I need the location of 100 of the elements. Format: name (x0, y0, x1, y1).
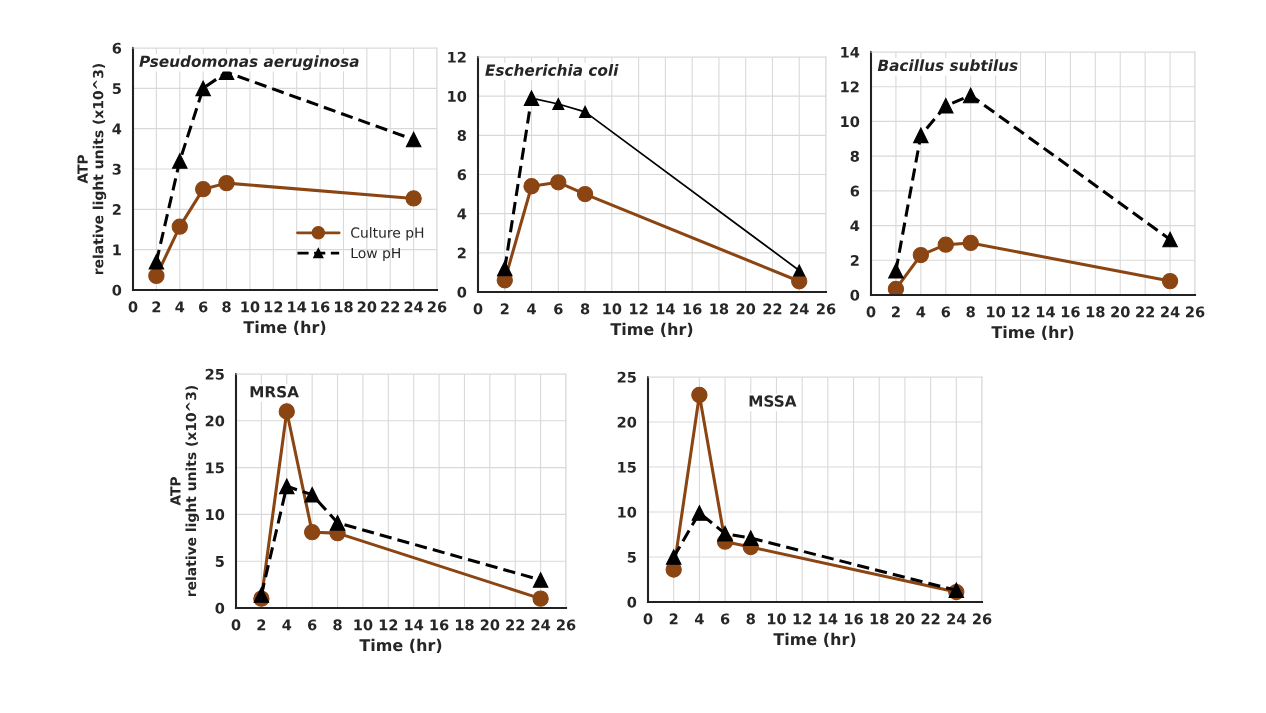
y-tick-label: 10 (448, 90, 467, 102)
y-tick-label: 6 (850, 185, 860, 197)
y-tick-label: 0 (627, 596, 637, 608)
chart-title: Bacillus subtilus (877, 59, 1018, 72)
y-tick-label: 2 (850, 255, 859, 266)
x-tick-label: 10 (241, 301, 260, 313)
x-tick-label: 12 (379, 619, 398, 631)
y-axis-title: ATP relative light units (x10^3) (77, 63, 107, 275)
x-tick-label: 2 (500, 303, 509, 315)
x-tick-label: 2 (257, 619, 266, 631)
x-tick-label: 20 (895, 613, 915, 625)
y-tick-label: 4 (112, 123, 122, 135)
x-tick-label: 18 (710, 303, 729, 315)
y-tick-label: 5 (627, 551, 636, 563)
x-tick-label: 8 (746, 613, 755, 625)
x-axis-title: Time (hr) (243, 320, 326, 336)
x-tick-label: 24 (404, 301, 424, 313)
x-axis-title: Time (hr) (610, 322, 693, 338)
chart-title: Escherichia coli (485, 64, 619, 76)
x-axis-title: Time (hr) (773, 632, 856, 648)
x-tick-label: 20 (357, 301, 377, 313)
x-tick-label: 14 (1036, 306, 1055, 318)
y-tick-label: 25 (205, 368, 224, 380)
x-tick-label: 24 (531, 619, 551, 631)
y-tick-label: 12 (841, 81, 859, 93)
x-tick-label: 0 (231, 619, 241, 631)
x-tick-label: 12 (264, 301, 283, 313)
x-tick-label: 8 (580, 303, 590, 315)
x-tick-label: 10 (354, 619, 373, 631)
y-tick-label: 0 (457, 286, 467, 298)
x-tick-label: 10 (987, 306, 1006, 318)
legend-label: Culture pH (351, 227, 424, 241)
y-tick-label: 10 (841, 116, 860, 128)
x-tick-label: 18 (1086, 306, 1105, 318)
y-axis-title: ATP relative light units (x10^3) (170, 385, 200, 597)
x-tick-label: 4 (175, 301, 185, 313)
y-tick-label: 10 (618, 506, 637, 518)
y-tick-label: 4 (457, 208, 467, 220)
x-tick-label: 8 (333, 619, 342, 631)
x-tick-label: 16 (430, 619, 449, 631)
x-tick-label: 12 (793, 613, 812, 625)
x-tick-label: 0 (643, 613, 653, 625)
x-tick-label: 10 (767, 613, 786, 625)
y-tick-label: 0 (850, 289, 860, 301)
x-tick-label: 24 (947, 613, 966, 625)
y-tick-label: 20 (205, 415, 225, 427)
x-tick-label: 22 (763, 303, 782, 315)
x-tick-label: 22 (1136, 306, 1155, 318)
y-tick-label: 5 (112, 83, 121, 95)
x-tick-label: 8 (966, 306, 975, 318)
x-tick-label: 2 (152, 301, 161, 313)
y-tick-label: 1 (113, 244, 121, 256)
x-axis-title: Time (hr) (359, 638, 442, 654)
x-tick-label: 2 (669, 613, 678, 625)
y-tick-label: 20 (617, 416, 637, 428)
legend-label: Low pH (351, 247, 400, 261)
y-tick-label: 15 (618, 461, 636, 473)
x-tick-label: 18 (334, 301, 353, 313)
x-tick-label: 0 (128, 301, 138, 313)
y-tick-label: 14 (841, 46, 860, 58)
x-tick-label: 12 (1012, 306, 1030, 318)
x-tick-label: 16 (683, 303, 702, 315)
x-tick-label: 24 (790, 303, 809, 315)
y-tick-label: 12 (448, 51, 466, 63)
y-tick-label: 6 (112, 42, 122, 54)
x-tick-label: 16 (1061, 306, 1080, 318)
chart-title: Pseudomonas aeruginosa (139, 55, 359, 71)
x-tick-label: 22 (921, 613, 940, 625)
x-tick-label: 26 (428, 301, 447, 313)
x-tick-label: 20 (480, 619, 500, 631)
x-tick-label: 14 (288, 301, 307, 313)
y-tick-label: 10 (206, 509, 225, 521)
x-tick-label: 20 (1111, 306, 1130, 318)
y-tick-label: 25 (617, 371, 636, 383)
x-tick-label: 24 (1161, 306, 1180, 318)
x-tick-label: 14 (405, 619, 424, 631)
x-tick-label: 14 (819, 613, 838, 625)
x-tick-label: 16 (845, 613, 863, 625)
x-tick-label: 4 (916, 306, 926, 318)
x-tick-label: 26 (817, 303, 836, 315)
x-tick-label: 26 (1186, 306, 1205, 318)
x-tick-label: 0 (473, 303, 483, 315)
x-tick-label: 16 (311, 301, 330, 313)
x-tick-label: 6 (307, 619, 317, 631)
x-tick-label: 14 (656, 303, 675, 315)
y-tick-label: 4 (850, 220, 860, 232)
x-tick-label: 26 (973, 613, 992, 625)
x-tick-label: 18 (870, 613, 889, 625)
y-tick-label: 5 (215, 556, 224, 567)
y-tick-label: 8 (457, 130, 466, 142)
y-tick-label: 15 (206, 462, 224, 474)
x-tick-label: 2 (892, 306, 900, 318)
x-tick-label: 22 (381, 301, 400, 313)
y-tick-label: 8 (850, 150, 859, 162)
y-tick-label: 3 (112, 163, 121, 175)
text: MRSA (250, 385, 299, 398)
x-tick-label: 10 (603, 303, 622, 315)
y-tick-label: 2 (457, 247, 466, 259)
x-tick-label: 26 (557, 619, 576, 631)
x-tick-label: 4 (282, 619, 292, 631)
